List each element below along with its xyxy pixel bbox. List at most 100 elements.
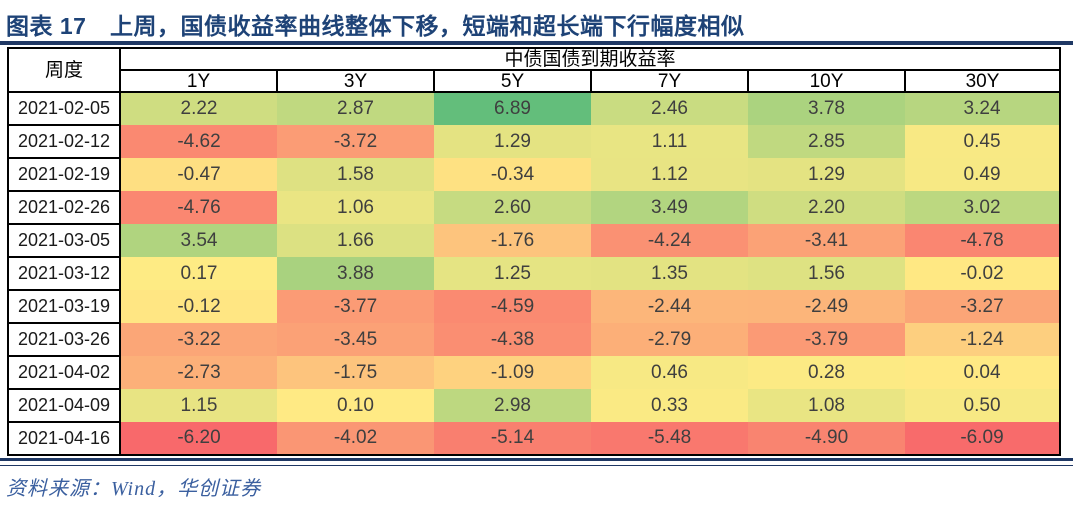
value-cell: -6.20 — [120, 422, 277, 455]
value-cell: 3.49 — [591, 191, 748, 224]
value-cell: -2.79 — [591, 323, 748, 356]
value-cell: -4.62 — [120, 125, 277, 158]
date-cell: 2021-03-05 — [7, 223, 121, 258]
table-row: 2021-04-16 -6.20 -4.02 -5.14 -5.48 -4.90 -6.09 — [7, 421, 1061, 456]
yield-change-heatmap-table: 周度 中债国债到期收益率 1Y 3Y 5Y 7Y 10Y 30Y 2021-02-05 2.… — [7, 47, 1062, 456]
tenor-header-cell: 5Y — [433, 69, 592, 93]
date-cell: 2021-02-12 — [7, 124, 121, 159]
value-cell: 1.12 — [591, 158, 748, 191]
value-cell: 1.08 — [748, 389, 905, 422]
date-cell: 2021-03-26 — [7, 322, 121, 357]
table-row: 2021-03-12 0.17 3.88 1.25 1.35 1.56 -0.02 — [7, 256, 1061, 291]
table-header: 周度 中债国债到期收益率 1Y 3Y 5Y 7Y 10Y 30Y — [7, 47, 1062, 93]
value-cell: -6.09 — [905, 422, 1061, 455]
date-cell: 2021-04-09 — [7, 388, 121, 423]
value-cell: 2.60 — [434, 191, 591, 224]
value-cell: -1.75 — [277, 356, 434, 389]
group-header-row: 周度 中债国债到期收益率 — [7, 47, 1062, 93]
value-cell: 3.02 — [905, 191, 1061, 224]
value-cell: -3.79 — [748, 323, 905, 356]
figure-title: 图表 17 上周，国债收益率曲线整体下移，短端和超长端下行幅度相似 — [6, 13, 745, 39]
value-cell: 0.45 — [905, 125, 1061, 158]
value-cell: -4.24 — [591, 224, 748, 257]
value-cell: -3.22 — [120, 323, 277, 356]
table-row: 2021-04-09 1.15 0.10 2.98 0.33 1.08 0.50 — [7, 388, 1061, 423]
value-cell: -3.27 — [905, 290, 1061, 323]
tenor-header-cell: 7Y — [590, 69, 749, 93]
value-cell: -0.12 — [120, 290, 277, 323]
value-cell: 1.66 — [277, 224, 434, 257]
value-cell: 2.87 — [277, 92, 434, 125]
corner-header-cell: 周度 — [7, 47, 121, 93]
value-cell: -3.72 — [277, 125, 434, 158]
value-cell: -3.77 — [277, 290, 434, 323]
date-cell: 2021-04-02 — [7, 355, 121, 390]
table-row: 2021-04-02 -2.73 -1.75 -1.09 0.46 0.28 0.04 — [7, 355, 1061, 390]
value-cell: 6.89 — [434, 92, 591, 125]
value-cell: 2.85 — [748, 125, 905, 158]
date-cell: 2021-04-16 — [7, 421, 121, 456]
value-cell: -2.44 — [591, 290, 748, 323]
table-row: 2021-02-12 -4.62 -3.72 1.29 1.11 2.85 0.45 — [7, 124, 1061, 159]
value-cell: 0.28 — [748, 356, 905, 389]
value-cell: 1.58 — [277, 158, 434, 191]
value-cell: 1.06 — [277, 191, 434, 224]
title-divider-rule — [0, 41, 1073, 45]
tenor-header-cell: 30Y — [903, 69, 1062, 93]
table-row: 2021-03-19 -0.12 -3.77 -4.59 -2.44 -2.49 -3.27 — [7, 289, 1061, 324]
value-cell: 0.04 — [905, 356, 1061, 389]
value-cell: -5.14 — [434, 422, 591, 455]
value-cell: 1.29 — [748, 158, 905, 191]
value-cell: -4.02 — [277, 422, 434, 455]
value-cell: -1.24 — [905, 323, 1061, 356]
source-attribution: 资料来源：Wind，华创证券 — [6, 478, 262, 500]
date-cell: 2021-02-26 — [7, 190, 121, 225]
value-cell: 2.98 — [434, 389, 591, 422]
value-cell: -4.38 — [434, 323, 591, 356]
value-cell: 1.11 — [591, 125, 748, 158]
value-cell: -4.59 — [434, 290, 591, 323]
table-bottom-double-rule — [0, 458, 1073, 466]
value-cell: 3.88 — [277, 257, 434, 290]
value-cell: 1.35 — [591, 257, 748, 290]
date-cell: 2021-03-19 — [7, 289, 121, 324]
table-row: 2021-02-05 2.22 2.87 6.89 2.46 3.78 3.24 — [7, 91, 1061, 126]
value-cell: -0.47 — [120, 158, 277, 191]
column-header-row: 1Y 3Y 5Y 7Y 10Y 30Y — [8, 69, 1062, 93]
value-cell: 1.25 — [434, 257, 591, 290]
value-cell: -1.76 — [434, 224, 591, 257]
value-cell: -1.09 — [434, 356, 591, 389]
value-cell: 1.15 — [120, 389, 277, 422]
tenor-header-cell: 10Y — [747, 69, 906, 93]
value-cell: -4.76 — [120, 191, 277, 224]
value-cell: 3.78 — [748, 92, 905, 125]
date-cell: 2021-03-12 — [7, 256, 121, 291]
value-cell: 0.10 — [277, 389, 434, 422]
table-row: 2021-02-26 -4.76 1.06 2.60 3.49 2.20 3.02 — [7, 190, 1061, 225]
value-cell: 1.29 — [434, 125, 591, 158]
value-cell: -0.34 — [434, 158, 591, 191]
table-body: 2021-02-05 2.22 2.87 6.89 2.46 3.78 3.24 2021-0… — [7, 91, 1061, 456]
value-cell: 1.56 — [748, 257, 905, 290]
value-cell: 2.22 — [120, 92, 277, 125]
value-cell: -3.45 — [277, 323, 434, 356]
value-cell: 0.46 — [591, 356, 748, 389]
date-cell: 2021-02-05 — [7, 91, 121, 126]
table-row: 2021-03-05 3.54 1.66 -1.76 -4.24 -3.41 -4.78 — [7, 223, 1061, 258]
value-cell: -4.78 — [905, 224, 1061, 257]
value-cell: 0.49 — [905, 158, 1061, 191]
value-cell: -4.90 — [748, 422, 905, 455]
value-cell: 3.54 — [120, 224, 277, 257]
group-header-cell: 中债国债到期收益率 — [118, 47, 1062, 71]
table-row: 2021-02-19 -0.47 1.58 -0.34 1.12 1.29 0.49 — [7, 157, 1061, 192]
value-cell: -0.02 — [905, 257, 1061, 290]
value-cell: -2.49 — [748, 290, 905, 323]
value-cell: 2.20 — [748, 191, 905, 224]
value-cell: 0.33 — [591, 389, 748, 422]
value-cell: -5.48 — [591, 422, 748, 455]
value-cell: 2.46 — [591, 92, 748, 125]
value-cell: 3.24 — [905, 92, 1061, 125]
value-cell: -3.41 — [748, 224, 905, 257]
tenor-header-cell: 1Y — [119, 69, 278, 93]
